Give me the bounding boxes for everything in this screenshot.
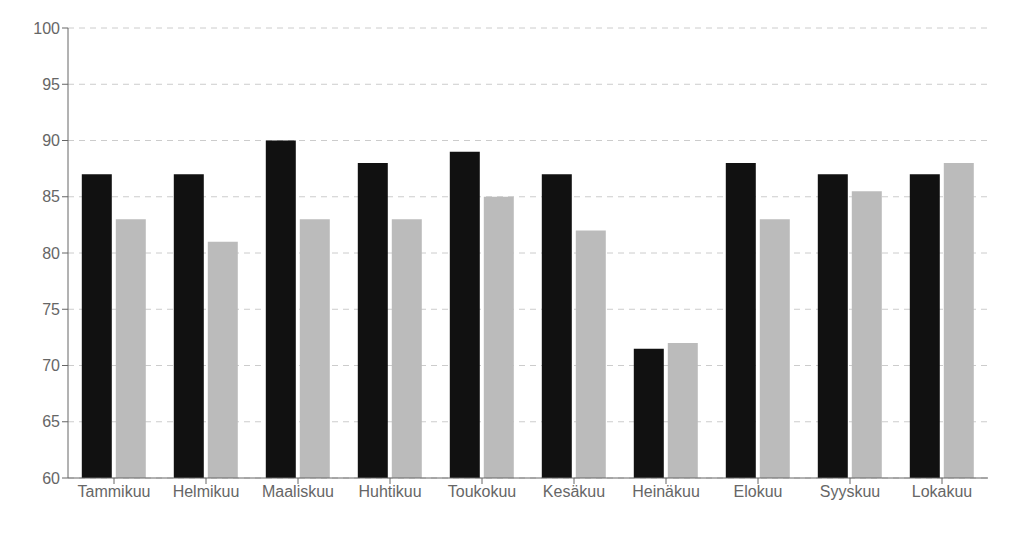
- svg-text:Huhtikuu: Huhtikuu: [358, 483, 421, 500]
- svg-text:70: 70: [42, 357, 60, 374]
- svg-text:Heinäkuu: Heinäkuu: [632, 483, 700, 500]
- svg-text:80: 80: [42, 245, 60, 262]
- svg-text:Syyskuu: Syyskuu: [820, 483, 880, 500]
- svg-text:85: 85: [42, 188, 60, 205]
- svg-text:100: 100: [33, 20, 60, 37]
- svg-text:75: 75: [42, 301, 60, 318]
- svg-text:95: 95: [42, 76, 60, 93]
- svg-text:Helmikuu: Helmikuu: [173, 483, 240, 500]
- svg-text:Tammikuu: Tammikuu: [78, 483, 151, 500]
- svg-text:Kesäkuu: Kesäkuu: [543, 483, 605, 500]
- svg-text:Lokakuu: Lokakuu: [912, 483, 973, 500]
- svg-text:90: 90: [42, 132, 60, 149]
- svg-text:60: 60: [42, 470, 60, 487]
- svg-text:65: 65: [42, 413, 60, 430]
- svg-text:Maaliskuu: Maaliskuu: [262, 483, 334, 500]
- svg-text:Elokuu: Elokuu: [734, 483, 783, 500]
- svg-text:Toukokuu: Toukokuu: [448, 483, 517, 500]
